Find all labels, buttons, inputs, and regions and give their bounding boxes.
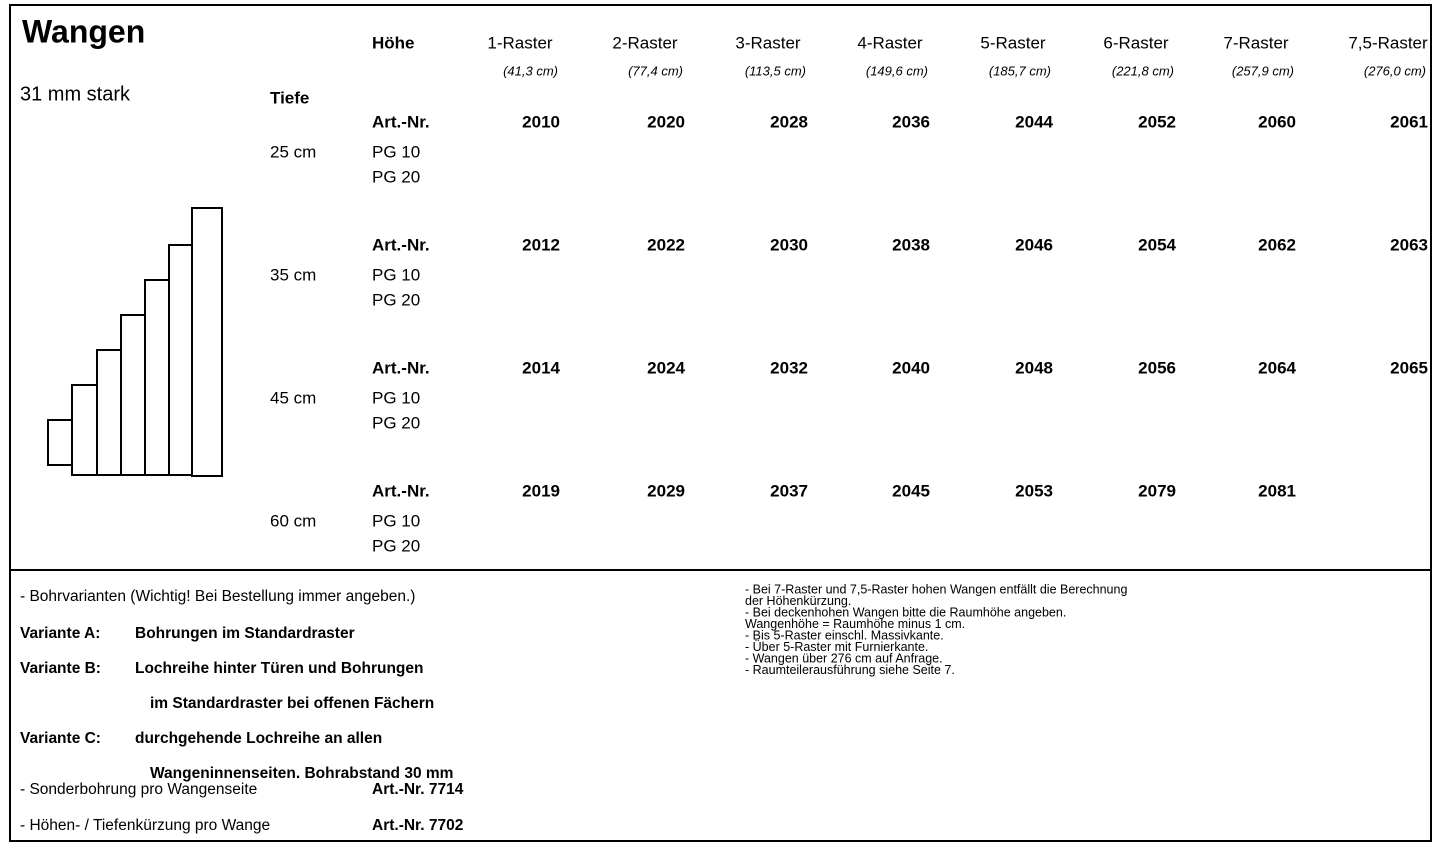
title: Wangen [22,13,145,49]
article-number: 2010 [522,112,560,131]
price-group: PG 10 [372,388,420,407]
column-name: 5-Raster [980,33,1046,52]
column-name: 3-Raster [735,33,801,52]
article-number: 2056 [1138,358,1176,377]
article-number: 2038 [892,235,930,254]
article-number: 2030 [770,235,808,254]
article-number: 2028 [770,112,808,131]
note-right: - Bei deckenhohen Wangen bitte die Raumh… [745,605,1066,619]
note-right: - Bis 5-Raster einschl. Massivkante. [745,628,944,642]
height-label: Höhe [372,33,415,52]
article-number: 2046 [1015,235,1053,254]
article-number: 2022 [647,235,685,254]
depth: 45 cm [270,388,316,407]
article-number: 2036 [892,112,930,131]
art-label: Art.-Nr. [372,358,430,377]
variant-label: Variante A: [20,625,100,642]
column-size: (221,8 cm) [1112,63,1174,78]
article-number: 2060 [1258,112,1296,131]
article-number: 2024 [647,358,685,377]
price-group: PG 10 [372,265,420,284]
variant-text: durchgehende Lochreihe an allen [135,730,382,747]
column-name: 2-Raster [612,33,678,52]
column-size: (113,5 cm) [745,63,806,78]
column-size: (257,9 cm) [1232,63,1294,78]
price-group: PG 20 [372,413,420,432]
extra-text: - Sonderbohrung pro Wangenseite [20,781,257,798]
article-number: 2079 [1138,481,1176,500]
article-number: 2045 [892,481,930,500]
extra-text: - Höhen- / Tiefenkürzung pro Wange [20,817,270,834]
article-number: 2020 [647,112,685,131]
subtitle: 31 mm stark [20,83,131,105]
column-name: 7,5-Raster [1348,33,1428,52]
article-number: 2053 [1015,481,1053,500]
article-number: 2012 [522,235,560,254]
variant-label: Variante B: [20,660,101,677]
price-group: PG 10 [372,142,420,161]
note-right: der Höhenkürzung. [745,594,851,608]
art-label: Art.-Nr. [372,481,430,500]
article-number: 2052 [1138,112,1176,131]
column-name: 4-Raster [857,33,923,52]
extra-art: Art.-Nr. 7702 [372,817,463,834]
article-number: 2029 [647,481,685,500]
panel-illustration [47,207,223,477]
depth: 35 cm [270,265,316,284]
article-number: 2081 [1258,481,1296,500]
article-number: 2019 [522,481,560,500]
art-label: Art.-Nr. [372,112,430,131]
depth: 25 cm [270,142,316,161]
article-number: 2065 [1390,358,1428,377]
article-number: 2040 [892,358,930,377]
article-number: 2054 [1138,235,1176,254]
column-size: (149,6 cm) [866,63,928,78]
variant-label: Variante C: [20,730,101,747]
variant-text: Bohrungen im Standardraster [135,625,355,642]
article-number: 2048 [1015,358,1053,377]
article-number: 2062 [1258,235,1296,254]
article-number: 2014 [522,358,560,377]
column-name: 1-Raster [487,33,553,52]
article-number: 2032 [770,358,808,377]
note-intro: - Bohrvarianten (Wichtig! Bei Bestellung… [20,588,415,605]
variant-text: im Standardraster bei offenen Fächern [150,695,434,712]
depth: 60 cm [270,511,316,530]
column-size: (185,7 cm) [989,63,1051,78]
article-number: 2061 [1390,112,1428,131]
note-right: - Raumteilerausführung siehe Seite 7. [745,663,955,677]
frame [9,4,1432,842]
article-number: 2037 [770,481,808,500]
column-name: 7-Raster [1223,33,1289,52]
column-name: 6-Raster [1103,33,1169,52]
note-right: - Bei 7-Raster und 7,5-Raster hohen Wang… [745,582,1127,596]
note-right: - Wangen über 276 cm auf Anfrage. [745,651,943,665]
variant-text: Wangeninnenseiten. Bohrabstand 30 mm [150,765,453,782]
column-size: (276,0 cm) [1364,63,1426,78]
variant-text: Lochreihe hinter Türen und Bohrungen [135,660,423,677]
column-size: (77,4 cm) [628,63,683,78]
article-number: 2064 [1258,358,1296,377]
art-label: Art.-Nr. [372,235,430,254]
column-size: (41,3 cm) [503,63,558,78]
note-right: - Über 5-Raster mit Furnierkante. [745,640,928,654]
note-right: Wangenhöhe = Raumhöhe minus 1 cm. [745,617,965,631]
price-group: PG 20 [372,167,420,186]
extra-art: Art.-Nr. 7714 [372,781,464,798]
price-group: PG 20 [372,290,420,309]
article-number: 2063 [1390,235,1428,254]
price-group: PG 10 [372,511,420,530]
price-group: PG 20 [372,536,420,555]
article-number: 2044 [1015,112,1053,131]
depth-label: Tiefe [270,88,309,107]
